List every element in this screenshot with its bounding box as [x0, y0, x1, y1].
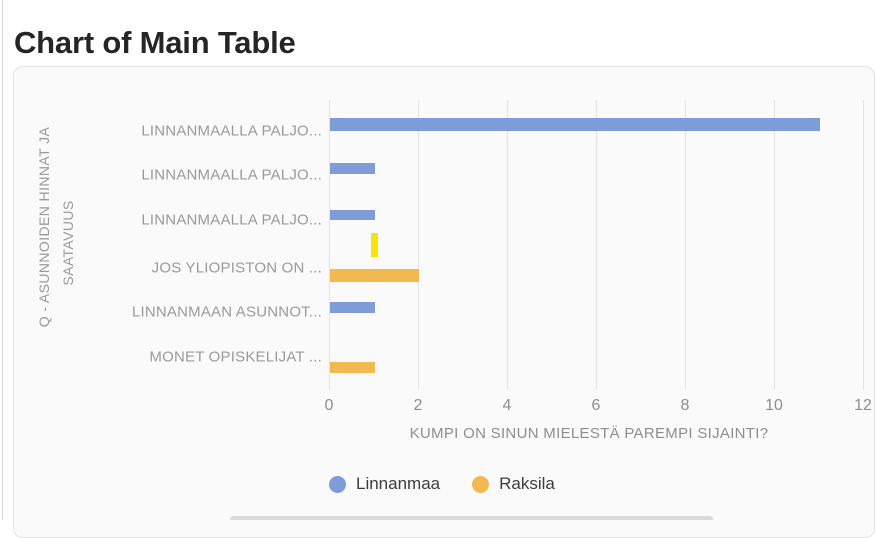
category-label: LINNANMAALLA PALJO... [141, 166, 322, 184]
y-axis-title-line2: SAATAVUUS [60, 200, 76, 286]
bar-linnanmaa-row3[interactable] [330, 210, 375, 220]
bar-linnanmaa-row1[interactable] [330, 118, 820, 131]
legend-item-linnanmaa[interactable]: Linnanmaa [329, 474, 440, 494]
x-axis-title: KUMPI ON SINUN MIELESTÄ PAREMPI SIJAINTI… [409, 425, 769, 442]
left-panel-divider [2, 0, 3, 520]
category-label: JOS YLIOPISTON ON ... [151, 259, 322, 277]
legend-color-dot-icon [472, 475, 490, 493]
horizontal-scrollbar-thumb[interactable] [230, 516, 713, 520]
gridline-x-4 [507, 100, 508, 389]
chart-card [13, 66, 875, 538]
gridline-x-0 [329, 100, 330, 389]
gridline-x-12 [863, 100, 864, 389]
x-tick-label: 10 [765, 397, 783, 414]
gridline-x-8 [685, 100, 686, 389]
bar-raksila-row4[interactable] [330, 269, 419, 282]
legend-color-dot-icon [329, 475, 346, 493]
x-tick-label: 8 [680, 397, 690, 414]
legend-label: Raksila [499, 474, 555, 493]
gridline-x-10 [774, 100, 775, 389]
x-tick-label: 2 [413, 397, 423, 414]
x-tick-label: 4 [502, 397, 512, 414]
x-tick-label: 12 [854, 397, 872, 414]
gridline-x-6 [596, 100, 597, 389]
bar-raksila-row6[interactable] [330, 362, 375, 373]
page-title: Chart of Main Table [14, 24, 296, 60]
category-label: LINNANMAALLA PALJO... [141, 122, 322, 140]
bar-linnanmaa-row5[interactable] [330, 302, 375, 313]
x-tick-label: 0 [324, 397, 334, 414]
legend-label: Linnanmaa [356, 474, 441, 493]
category-label: LINNANMAALLA PALJO... [141, 211, 322, 229]
yellow-highlight-marker [371, 233, 378, 257]
legend-item-raksila[interactable]: Raksila [472, 474, 555, 494]
bar-linnanmaa-row2[interactable] [330, 163, 375, 174]
gridline-x-2 [418, 100, 419, 389]
category-label: MONET OPISKELIJAT ... [149, 348, 322, 366]
bar-chart: Q - ASUNNOIDEN HINNAT JA SAATAVUUS LINNA… [36, 100, 872, 494]
x-tick-label: 6 [591, 397, 601, 414]
category-label: LINNANMAAN ASUNNOT... [131, 303, 322, 321]
chart-legend: Linnanmaa Raksila [329, 474, 555, 494]
